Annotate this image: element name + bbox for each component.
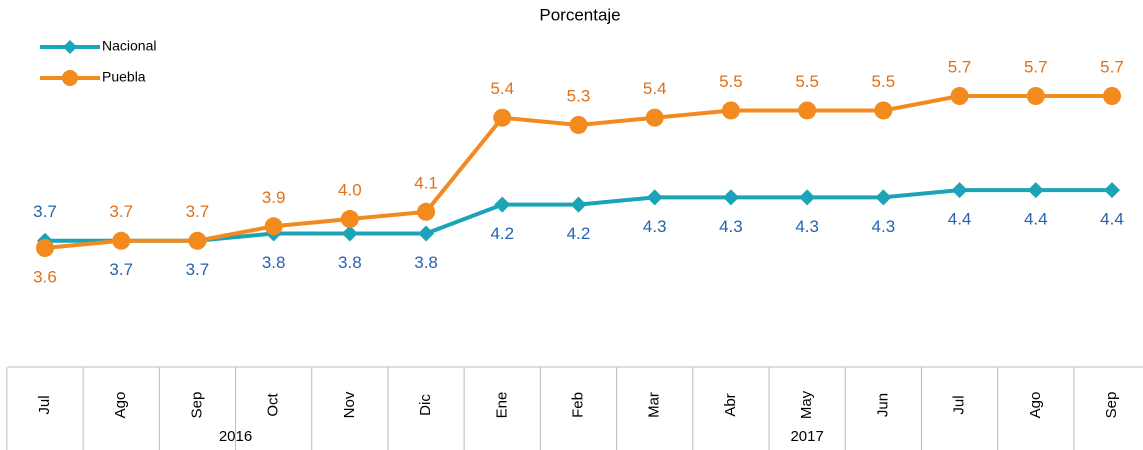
data-label: 3.7 [186, 202, 210, 221]
marker [569, 115, 588, 134]
x-tick-label: Nov [341, 391, 358, 418]
x-tick-label: Dic [417, 394, 434, 416]
x-tick-label: Jul [36, 395, 53, 414]
marker [1026, 87, 1045, 105]
data-label: 4.4 [1024, 210, 1048, 229]
data-label: 3.6 [33, 267, 57, 286]
marker [1104, 182, 1120, 199]
legend-marker [63, 40, 77, 54]
marker [264, 217, 283, 236]
data-label: 4.3 [795, 217, 819, 236]
marker [418, 225, 435, 242]
marker [36, 239, 54, 257]
marker [493, 108, 512, 127]
group-label: 2017 [790, 428, 823, 445]
data-label: 3.7 [109, 260, 133, 279]
data-label: 4.2 [490, 224, 514, 243]
marker [341, 225, 358, 242]
data-label: 3.9 [262, 188, 286, 207]
data-label: 4.3 [719, 217, 743, 236]
data-label: 4.4 [1100, 210, 1124, 229]
x-tick-label: Abr [722, 393, 739, 416]
x-tick-label: Oct [265, 393, 282, 417]
data-label: 5.5 [795, 72, 819, 91]
data-label: 4.3 [872, 217, 896, 236]
data-label: 3.8 [262, 253, 286, 272]
marker [1027, 182, 1044, 199]
group-label: 2016 [219, 428, 252, 445]
marker [722, 189, 739, 206]
data-label: 5.3 [567, 86, 591, 105]
legend-label: Puebla [102, 69, 146, 85]
marker [494, 196, 511, 213]
data-label: 3.8 [414, 253, 438, 272]
marker [112, 231, 131, 250]
data-label: 3.7 [33, 202, 57, 221]
data-label: 5.5 [719, 72, 743, 91]
data-label: 3.8 [338, 253, 362, 272]
data-label: 5.4 [490, 79, 514, 98]
x-tick-label: Ene [493, 392, 510, 419]
x-tick-label: Feb [569, 392, 586, 418]
marker [570, 196, 587, 213]
x-tick-label: Ago [1027, 392, 1044, 419]
x-tick-label: Sep [1103, 392, 1120, 419]
data-label: 4.0 [338, 181, 362, 200]
x-tick-label: May [798, 390, 815, 419]
x-tick-label: Jun [874, 393, 891, 417]
marker [188, 231, 207, 250]
data-label: 5.5 [872, 72, 896, 91]
legend-marker [62, 70, 78, 86]
data-label: 4.2 [567, 224, 591, 243]
marker [874, 101, 893, 120]
marker [950, 87, 969, 105]
x-tick-label: Ago [112, 392, 129, 419]
marker [417, 202, 436, 221]
data-label: 5.7 [1024, 57, 1048, 76]
x-tick-label: Sep [188, 392, 205, 419]
marker [646, 189, 663, 206]
data-label: 5.7 [948, 57, 972, 76]
x-tick-label: Jul [951, 395, 968, 414]
data-label: 4.4 [948, 210, 972, 229]
marker [645, 108, 664, 127]
chart-title: Porcentaje [539, 5, 620, 24]
data-label: 4.3 [643, 217, 667, 236]
legend-label: Nacional [102, 38, 156, 54]
marker [875, 189, 892, 206]
data-label: 5.4 [643, 79, 667, 98]
data-label: 3.7 [109, 202, 133, 221]
marker [798, 101, 817, 120]
marker [1103, 87, 1121, 105]
data-label: 4.1 [414, 173, 438, 192]
marker [721, 101, 740, 120]
data-label: 5.7 [1100, 57, 1124, 76]
data-label: 3.7 [186, 260, 210, 279]
x-tick-label: Mar [646, 392, 663, 418]
marker [951, 182, 968, 199]
marker [799, 189, 816, 206]
marker [340, 210, 359, 229]
